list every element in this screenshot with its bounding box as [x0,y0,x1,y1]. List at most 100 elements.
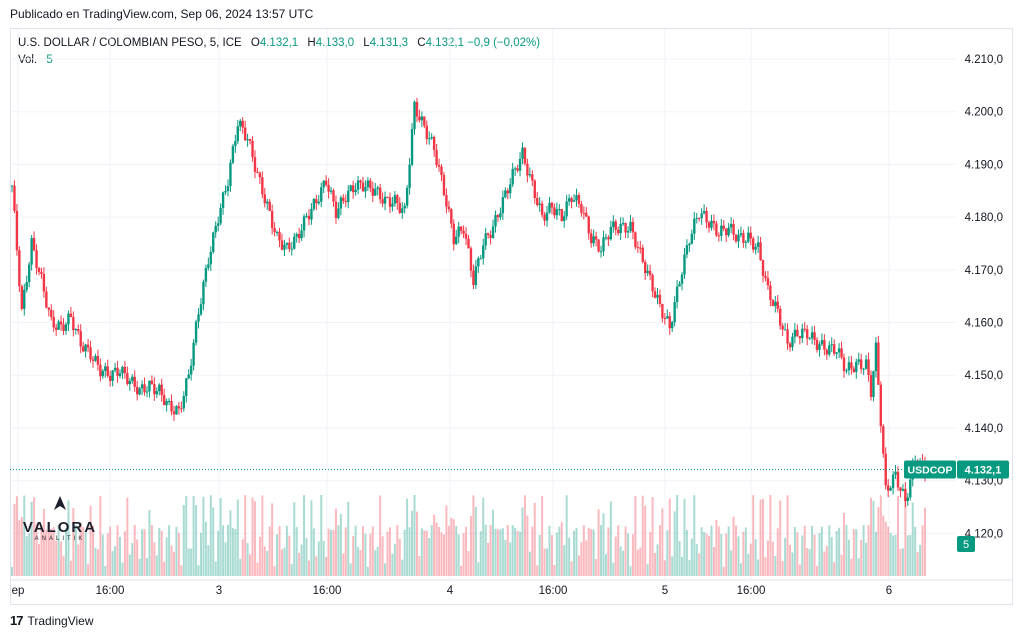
symbol-tag [904,460,956,479]
volume-bar [514,527,517,576]
candle-down [617,229,620,234]
volume-bar [528,551,531,576]
candle-down [771,299,775,306]
time-tick-label: 5 [662,585,668,597]
candle-up [266,201,269,204]
candle-up [214,225,217,233]
volume-bar [89,505,92,576]
volume-bar [452,519,455,576]
volume-bar [148,510,151,576]
candle-up [224,190,227,193]
candle-down [297,234,301,239]
candle-up [783,329,787,331]
volume-bar [214,561,217,576]
volume-bar [838,527,841,576]
candle-up [906,497,910,502]
volume-bar [916,552,919,576]
candle-up [246,139,249,141]
candle-down [108,375,112,381]
candle-down [452,223,455,245]
candle-down [99,364,102,377]
candle-down [40,272,43,275]
candle-down [751,238,755,250]
volume-bar [280,549,283,576]
volume-bar [403,529,406,576]
volume-bar [469,515,472,576]
volume-bar [739,563,742,576]
volume-bar [258,536,261,576]
candle-down [332,190,335,202]
volume-bar [609,501,612,576]
volume-bar [808,549,811,576]
candle-up [801,328,804,339]
volume-bar [106,533,109,576]
volume-bar [523,495,526,576]
volume-bar [126,497,129,576]
volume-bar [590,528,593,576]
candle-up [189,365,193,375]
volume-bar [23,495,26,576]
candle-down [636,247,640,249]
candle-down [506,190,509,194]
candle-down [840,348,843,358]
volume-bar [84,532,87,576]
candle-up [820,340,824,345]
candle-up [27,264,31,283]
candle-up [158,384,161,392]
volume-bar [236,499,239,576]
volume-bar [11,567,13,576]
candle-down [435,150,438,166]
volume-bar [803,525,806,576]
volume-bar [175,526,178,576]
volume-bar [322,540,325,576]
candle-down [81,346,85,352]
candle-up [656,294,659,298]
volume-bar [811,526,814,576]
volume-bar [656,544,659,576]
candle-down [516,168,519,171]
legend-volume-row: Vol. 5 [18,52,540,69]
candle-down [462,230,465,234]
volume-bar [209,495,212,576]
volume-bar [330,529,333,576]
candle-down [607,237,610,240]
candle-down [432,137,436,151]
candle-down [526,163,529,176]
candle-down [396,195,399,204]
candle-up [810,332,814,339]
chart-frame[interactable] [10,28,1013,605]
candle-down [268,201,271,212]
time-tick-label: 16:00 [539,585,568,597]
candle-up [901,488,905,491]
candle-up [504,190,507,198]
legend-ohlc-row: U.S. DOLLAR / COLOMBIAN PESO, 5, ICE O4.… [18,35,540,52]
candle-down [47,307,51,310]
candle-up [226,186,230,191]
candle-down [180,408,183,410]
volume-bar [337,525,340,576]
volume-bar [474,506,477,576]
volume-bar [631,534,634,576]
candle-up [23,289,26,309]
volume-bar [595,559,598,576]
volume-bar [867,525,870,576]
candle-down [582,212,586,214]
volume-bar [15,496,18,576]
volume-bar [138,558,141,576]
volume-bar [651,497,654,576]
candle-up [207,264,210,268]
candle-up [791,336,794,348]
candle-up [563,216,566,222]
candle-up [855,361,858,372]
symbol-title[interactable]: U.S. DOLLAR / COLOMBIAN PESO, 5, ICE [18,37,242,49]
volume-bar [305,538,308,576]
volume-bar [553,564,556,576]
candle-up [239,120,242,127]
volume-bar [374,550,377,576]
volume-bar [570,561,573,576]
candle-up [167,401,171,403]
volume-bar [627,533,630,576]
candle-up [602,237,605,252]
candle-down [580,203,583,213]
